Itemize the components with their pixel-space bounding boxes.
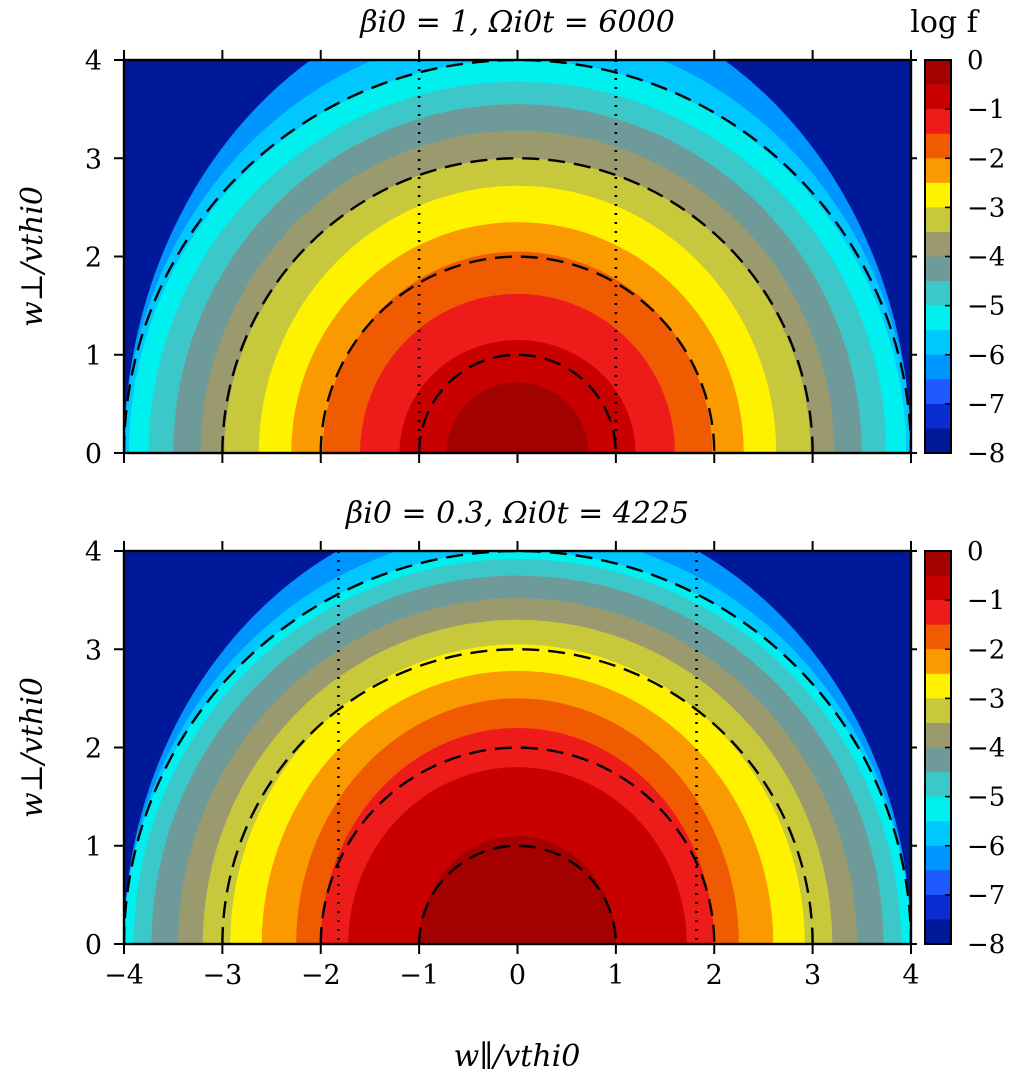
y-tick-label: 4 <box>85 46 102 77</box>
contour-band <box>419 835 616 944</box>
y-tick-label: 2 <box>85 734 102 765</box>
colorbar-band <box>925 133 951 159</box>
y-tick-label: 1 <box>85 832 102 863</box>
x-tick-label: 0 <box>509 960 526 991</box>
colorbar-tick-label: −3 <box>967 193 1005 223</box>
colorbar-tick-label: 0 <box>967 46 984 76</box>
colorbar-tick-label: −1 <box>967 586 1005 616</box>
colorbar-band <box>925 305 951 331</box>
colorbar-band <box>925 698 951 724</box>
x-tick-label: 2 <box>706 960 723 991</box>
y-tick-label: 2 <box>85 243 102 274</box>
panel-top: 0 1 2 3 4 w⊥/vthi0 βi0 = 1, Ωi0t = 6000 0 −1 −2 −3… <box>15 5 1005 470</box>
colorbar-tick-label: −2 <box>967 635 1005 665</box>
heatmap-area <box>124 551 911 944</box>
colorbar-tick-label: −8 <box>967 439 1005 469</box>
colorbar-tick-label: −4 <box>967 734 1005 764</box>
dashed-circle <box>221 648 814 944</box>
colorbar-tick-label: −4 <box>967 243 1005 273</box>
colorbar-band <box>925 894 951 921</box>
y-tick-label: 0 <box>85 930 102 961</box>
dashed-circle <box>319 746 716 944</box>
colorbar-tick-label: −5 <box>967 292 1005 322</box>
colorbar-tick-label: −7 <box>967 881 1005 911</box>
dashed-circle <box>221 157 814 453</box>
dashed-circle <box>124 551 911 944</box>
dashed-circle <box>319 255 716 453</box>
panel-title: βi0 = 0.3, Ωi0t = 4225 <box>345 496 689 531</box>
colorbar-band <box>925 207 951 233</box>
colorbar-tick-label: −3 <box>967 684 1005 714</box>
colorbar-band <box>925 158 951 184</box>
colorbar-band <box>925 575 951 601</box>
dashed-circle <box>124 60 911 453</box>
colorbar-band <box>925 551 951 577</box>
colorbar-band <box>925 60 951 86</box>
x-tick-label: 1 <box>607 960 624 991</box>
colorbar-band <box>925 354 951 380</box>
colorbar-band <box>925 600 951 626</box>
colorbar-band <box>925 649 951 675</box>
dashed-circle <box>417 844 618 944</box>
x-tick-label: 3 <box>804 960 821 991</box>
colorbar-band <box>925 772 951 798</box>
colorbar-tick-label: −2 <box>967 144 1005 174</box>
colorbar-band <box>925 673 951 699</box>
y-axis-label: w⊥/vthi0 <box>15 186 50 327</box>
colorbar-tick-label: 0 <box>967 537 984 567</box>
colorbar-band <box>925 747 951 773</box>
colorbar-tick-label: −6 <box>967 832 1005 862</box>
colorbar-tick-label: −6 <box>967 341 1005 371</box>
colorbar-band <box>925 109 951 135</box>
y-tick-label: 1 <box>85 341 102 372</box>
y-tick-label: 4 <box>85 537 102 568</box>
contour-band <box>446 382 589 453</box>
colorbar: 0 −1 −2 −3 −4 −5 −6 −7 −8 <box>924 537 1005 960</box>
dashed-circle <box>417 353 618 453</box>
y-tick-label: 0 <box>85 439 102 470</box>
colorbar-band <box>925 231 951 258</box>
colorbar-tick-label: −7 <box>967 390 1005 420</box>
colorbar: 0 −1 −2 −3 −4 −5 −6 −7 −8 log f <box>910 5 1005 469</box>
colorbar-band <box>925 379 951 405</box>
y-tick-label: 3 <box>85 635 102 666</box>
colorbar-tick-label: −8 <box>967 930 1005 960</box>
x-tick-label: −4 <box>104 960 144 991</box>
colorbar-band <box>925 919 951 945</box>
x-axis-label: w∥/vthi0 <box>454 1039 581 1074</box>
colorbar-band <box>925 722 951 749</box>
colorbar-band <box>925 330 951 356</box>
colorbar-tick-label: −1 <box>967 95 1005 125</box>
y-axis-label: w⊥/vthi0 <box>15 677 50 818</box>
x-tick-label: −1 <box>399 960 439 991</box>
x-tick-label: −2 <box>301 960 341 991</box>
colorbar-band <box>925 182 951 208</box>
colorbar-tick-label: −5 <box>967 783 1005 813</box>
y-tick-label: 3 <box>85 144 102 175</box>
colorbar-band <box>925 281 951 307</box>
colorbar-band <box>925 428 951 454</box>
colorbar-band <box>925 821 951 847</box>
colorbar-band <box>925 796 951 822</box>
x-tick-label: 4 <box>902 960 919 991</box>
colorbar-band <box>925 84 951 110</box>
colorbar-label: log f <box>910 5 979 40</box>
colorbar-band <box>925 845 951 871</box>
heatmap-area <box>124 60 911 453</box>
colorbar-band <box>925 870 951 896</box>
panel-title: βi0 = 1, Ωi0t = 6000 <box>359 5 675 40</box>
x-tick-label: −3 <box>202 960 242 991</box>
panel-bottom: −4 −3 −2 −1 0 1 2 3 4 0 1 2 3 4 w⊥/vthi0 βi0 = 0.3, Ωi0… <box>15 496 1005 991</box>
colorbar-band <box>925 403 951 430</box>
colorbar-band <box>925 256 951 282</box>
colorbar-band <box>925 624 951 650</box>
